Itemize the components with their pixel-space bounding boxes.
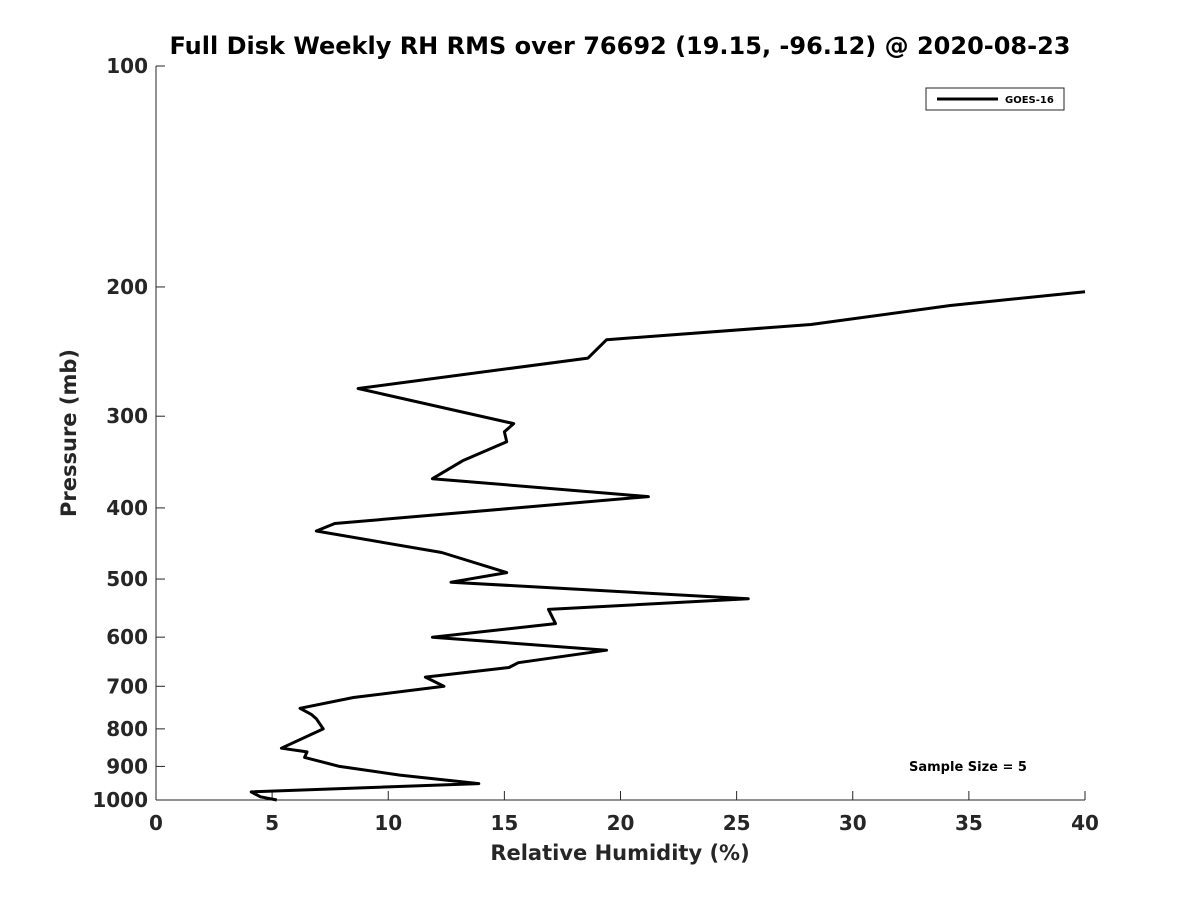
x-axis-label: Relative Humidity (%) [490,841,749,865]
x-ticks: 0 5 10 15 20 25 30 35 40 [149,791,1099,835]
x-tick-label: 30 [839,811,867,835]
y-tick-label: 600 [106,625,148,649]
plot-area [155,66,1085,801]
x-tick-label: 40 [1071,811,1099,835]
x-tick-label: 5 [265,811,279,835]
y-tick-label: 900 [106,754,148,778]
legend-label-goes-16: GOES-16 [1005,95,1054,106]
x-tick-label: 35 [955,811,983,835]
y-tick-label: 700 [106,674,148,698]
chart-title: Full Disk Weekly RH RMS over 76692 (19.1… [169,32,1070,60]
x-tick-label: 25 [723,811,751,835]
y-tick-label: 300 [106,404,148,428]
y-tick-label: 500 [106,567,148,591]
y-tick-label: 200 [106,275,148,299]
series-layer [249,290,1086,802]
sample-size-note: Sample Size = 5 [909,760,1027,775]
y-ticks: 100 200 300 400 500 600 700 800 900 1000 [92,54,165,812]
x-tick-label: 0 [149,811,163,835]
x-tick-label: 20 [607,811,635,835]
x-tick-label: 15 [490,811,518,835]
series-line-goes-16 [249,290,1086,802]
y-tick-label: 400 [106,496,148,520]
x-tick-label: 10 [374,811,402,835]
legend: GOES-16 [925,87,1065,111]
y-axis-label: Pressure (mb) [57,349,81,517]
y-tick-label: 100 [106,54,148,78]
y-tick-label: 1000 [92,788,148,812]
y-tick-label: 800 [106,717,148,741]
